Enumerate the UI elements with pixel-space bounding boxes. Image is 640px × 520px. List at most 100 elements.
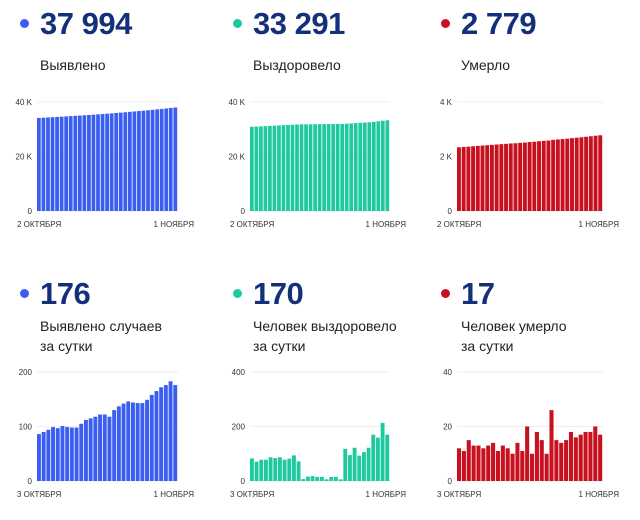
bar <box>598 434 603 481</box>
bar <box>79 423 84 481</box>
bar <box>313 124 317 211</box>
bar-chart: 0 20 K 40 K 2 ОКТЯБРЯ 1 НОЯБРЯ <box>16 98 195 229</box>
y-tick-label: 20 K <box>16 153 33 162</box>
bar <box>268 457 273 481</box>
y-tick-label: 0 <box>28 207 33 216</box>
bar <box>568 431 573 481</box>
x-axis-label: 1 НОЯБРЯ <box>366 490 407 499</box>
stat-label: Человек выздоровело за сутки <box>253 316 397 356</box>
bar <box>358 122 363 211</box>
bar <box>100 114 105 211</box>
bar <box>287 458 292 481</box>
bar <box>380 422 385 481</box>
bar <box>259 126 263 211</box>
bar <box>105 113 109 211</box>
bar <box>546 140 551 211</box>
bar <box>60 425 65 481</box>
y-tick-label: 100 <box>19 423 33 432</box>
bar <box>551 139 556 211</box>
bar <box>87 114 91 211</box>
bar <box>41 431 46 481</box>
bar <box>534 431 539 481</box>
bar <box>173 107 178 211</box>
bar <box>273 458 278 481</box>
bar <box>91 114 96 211</box>
x-axis-label: 1 НОЯБРЯ <box>579 220 620 229</box>
bar <box>481 448 486 481</box>
bar <box>98 414 102 481</box>
stat-label: Выявлено <box>40 56 106 75</box>
bar <box>286 124 290 211</box>
x-axis-label: 2 ОКТЯБРЯ <box>437 220 481 229</box>
bar <box>554 440 559 481</box>
bar <box>59 116 64 211</box>
bar <box>82 115 87 211</box>
bar <box>588 136 593 211</box>
y-tick-label: 0 <box>28 477 33 486</box>
bar <box>480 145 485 211</box>
bar <box>541 140 546 211</box>
bar <box>322 124 326 211</box>
bar <box>121 403 126 481</box>
bar <box>88 418 93 481</box>
bar <box>74 427 79 481</box>
bar <box>264 459 268 481</box>
x-axis-label: 3 ОКТЯБРЯ <box>437 490 481 499</box>
stat-value: 17 <box>461 276 495 311</box>
bar <box>475 145 480 211</box>
bar <box>146 110 150 211</box>
stat-label-line1: Человек умерло <box>461 318 567 334</box>
bar <box>486 445 491 481</box>
stat-value: 37 994 <box>40 6 132 41</box>
bar <box>290 124 295 211</box>
y-tick-label: 0 <box>448 207 453 216</box>
stat-label-line1: Человек выздоровело <box>253 318 397 334</box>
stat-label-line1: Выявлено случаев <box>40 318 162 334</box>
x-axis-label: 3 ОКТЯБРЯ <box>17 490 61 499</box>
x-axis-label: 1 НОЯБРЯ <box>154 490 195 499</box>
bar <box>385 434 390 481</box>
legend-dot-icon <box>20 19 29 28</box>
bar <box>299 124 304 211</box>
bar <box>598 135 603 211</box>
bar <box>69 427 74 481</box>
y-tick-label: 0 <box>241 207 246 216</box>
stat-panel: 176 Выявлено случаев за сутки 0 100 200 3 ОК… <box>0 270 210 520</box>
bar <box>46 117 50 211</box>
bar <box>522 142 527 211</box>
bar <box>145 399 149 481</box>
bar <box>593 426 598 481</box>
bar <box>93 416 98 481</box>
bar <box>118 112 123 211</box>
bar <box>499 144 504 211</box>
bar <box>168 107 173 211</box>
stat-label: Умерло <box>461 56 510 75</box>
bar <box>51 427 55 481</box>
bar <box>317 124 322 211</box>
bar <box>96 114 100 211</box>
x-axis-label: 3 ОКТЯБРЯ <box>230 490 274 499</box>
bar <box>570 138 574 211</box>
bar <box>46 429 51 481</box>
bar <box>471 146 476 211</box>
bar <box>508 143 513 211</box>
x-axis-label: 1 НОЯБРЯ <box>154 220 195 229</box>
y-tick-label: 40 <box>443 368 452 377</box>
stat-label-line1: Умерло <box>461 57 511 73</box>
y-tick-label: 4 K <box>440 98 453 107</box>
bar <box>340 124 345 211</box>
bar <box>513 143 518 211</box>
bar <box>50 117 55 211</box>
bar <box>500 445 505 481</box>
bar <box>362 122 367 211</box>
bar <box>254 126 259 211</box>
bar <box>352 447 357 481</box>
bar <box>583 431 588 481</box>
legend-dot-icon <box>233 289 242 298</box>
stat-label-line1: Выявлено <box>40 57 106 73</box>
bar <box>114 113 119 211</box>
bar <box>564 440 569 481</box>
bar <box>102 414 107 481</box>
bar <box>65 427 70 481</box>
bar <box>461 146 466 211</box>
